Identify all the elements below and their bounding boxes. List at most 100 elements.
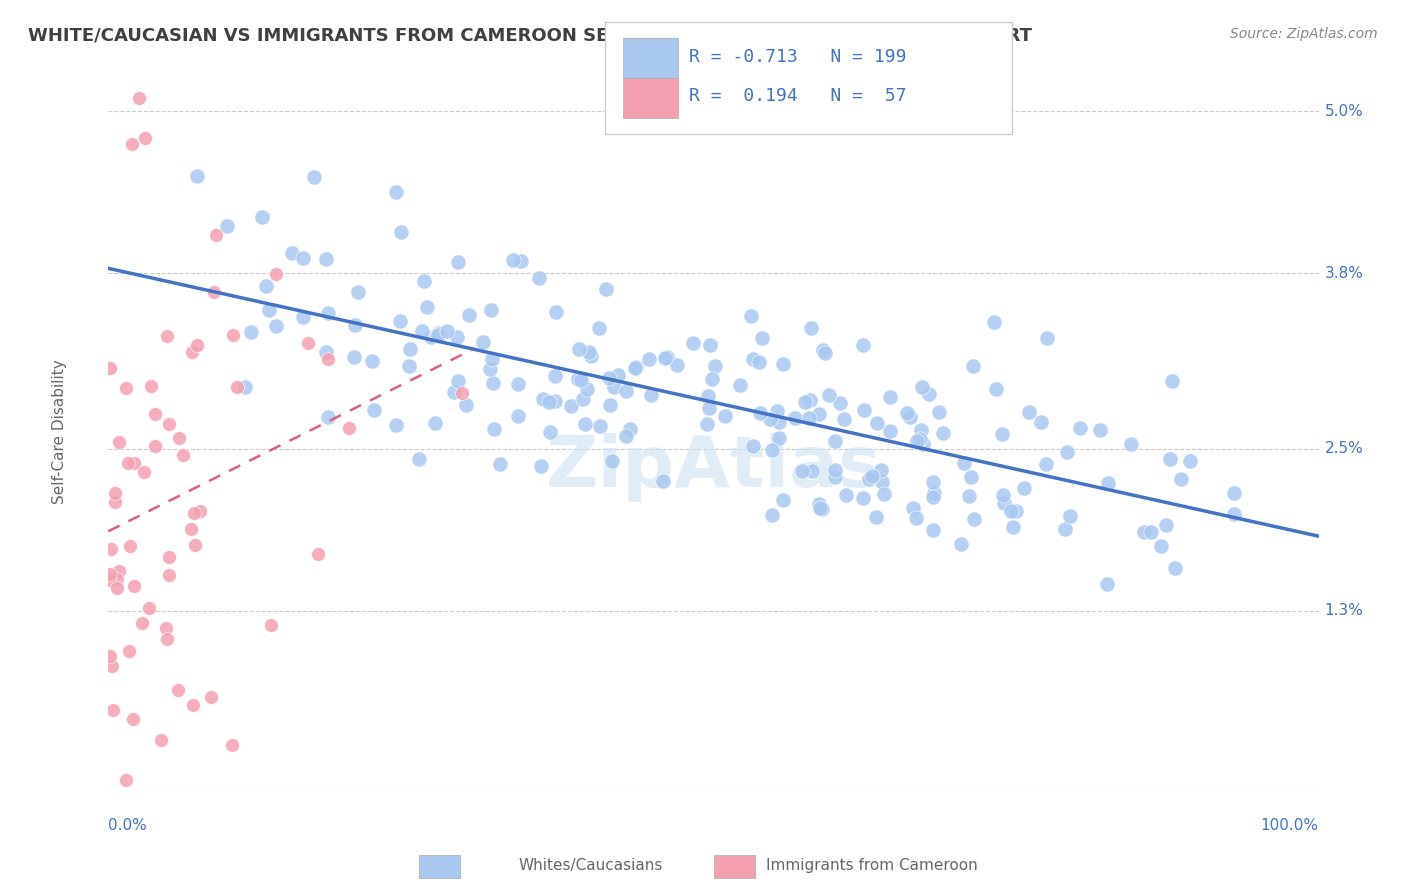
Point [1056,445,1078,459]
Text: Immigrants from Cameroon: Immigrants from Cameroon [766,858,977,872]
Point [761,443,783,458]
Point [918,387,941,401]
Point [157,417,180,431]
Point [538,394,561,409]
Point [1054,522,1077,536]
Point [260,617,283,632]
Point [221,327,243,342]
Point [446,330,468,344]
Point [100,541,122,556]
Point [879,425,901,439]
Point [481,352,503,367]
Point [122,579,145,593]
Point [257,303,280,318]
Point [186,338,208,352]
Point [808,500,831,515]
Point [138,601,160,615]
Point [665,358,688,372]
Point [578,345,600,359]
Point [1154,517,1177,532]
Point [118,539,141,553]
Point [922,524,945,538]
Point [1035,331,1057,345]
Point [506,409,529,423]
Point [742,439,765,453]
Point [860,469,883,483]
Point [714,409,737,423]
Point [167,431,190,445]
Point [426,328,449,343]
Text: 1.3%: 1.3% [1324,603,1364,618]
Text: 2.5%: 2.5% [1324,442,1364,457]
Point [921,491,943,505]
Point [953,456,976,470]
Point [423,416,446,430]
Point [399,342,422,356]
Text: R =  0.194   N =  57: R = 0.194 N = 57 [689,87,907,105]
Point [607,368,630,383]
Point [510,253,533,268]
Point [186,169,208,183]
Point [408,451,430,466]
Point [575,382,598,396]
Point [118,644,141,658]
Text: Source: ZipAtlas.com: Source: ZipAtlas.com [1230,27,1378,41]
Point [531,392,554,406]
Point [384,417,406,432]
Point [226,380,249,394]
Point [436,324,458,338]
Point [155,328,177,343]
Point [740,310,762,324]
Point [315,252,337,266]
Point [1035,457,1057,471]
Point [188,504,211,518]
Point [420,330,443,344]
Point [870,475,893,489]
Point [824,469,846,483]
Point [264,267,287,281]
Point [949,537,972,551]
Point [873,487,896,501]
Text: R = -0.713   N = 199: R = -0.713 N = 199 [689,48,907,66]
Point [571,373,593,387]
Point [697,401,720,415]
Text: 0.0%: 0.0% [108,818,148,833]
Point [800,320,823,334]
Point [1161,375,1184,389]
Point [315,345,337,359]
Point [595,281,617,295]
Point [772,492,794,507]
Point [623,361,645,376]
Point [150,732,173,747]
Point [143,439,166,453]
Point [598,371,620,385]
Point [898,410,921,425]
Point [1159,452,1181,467]
Point [807,407,830,421]
Point [132,466,155,480]
Point [588,321,610,335]
Point [181,344,204,359]
Point [447,254,470,268]
Point [98,649,121,664]
Point [297,336,319,351]
Point [905,434,928,449]
Point [963,512,986,526]
Point [654,351,676,366]
Point [155,621,177,635]
Point [800,464,823,478]
Point [817,388,839,402]
Point [696,417,718,431]
Point [651,474,673,488]
Point [156,632,179,646]
Point [614,384,637,398]
Point [363,403,385,417]
Point [134,131,156,145]
Text: ZipAtlas: ZipAtlas [546,433,882,502]
Point [567,342,589,356]
Point [482,422,505,436]
Point [200,690,222,704]
Point [957,489,980,503]
Point [870,463,893,477]
Point [1012,481,1035,495]
